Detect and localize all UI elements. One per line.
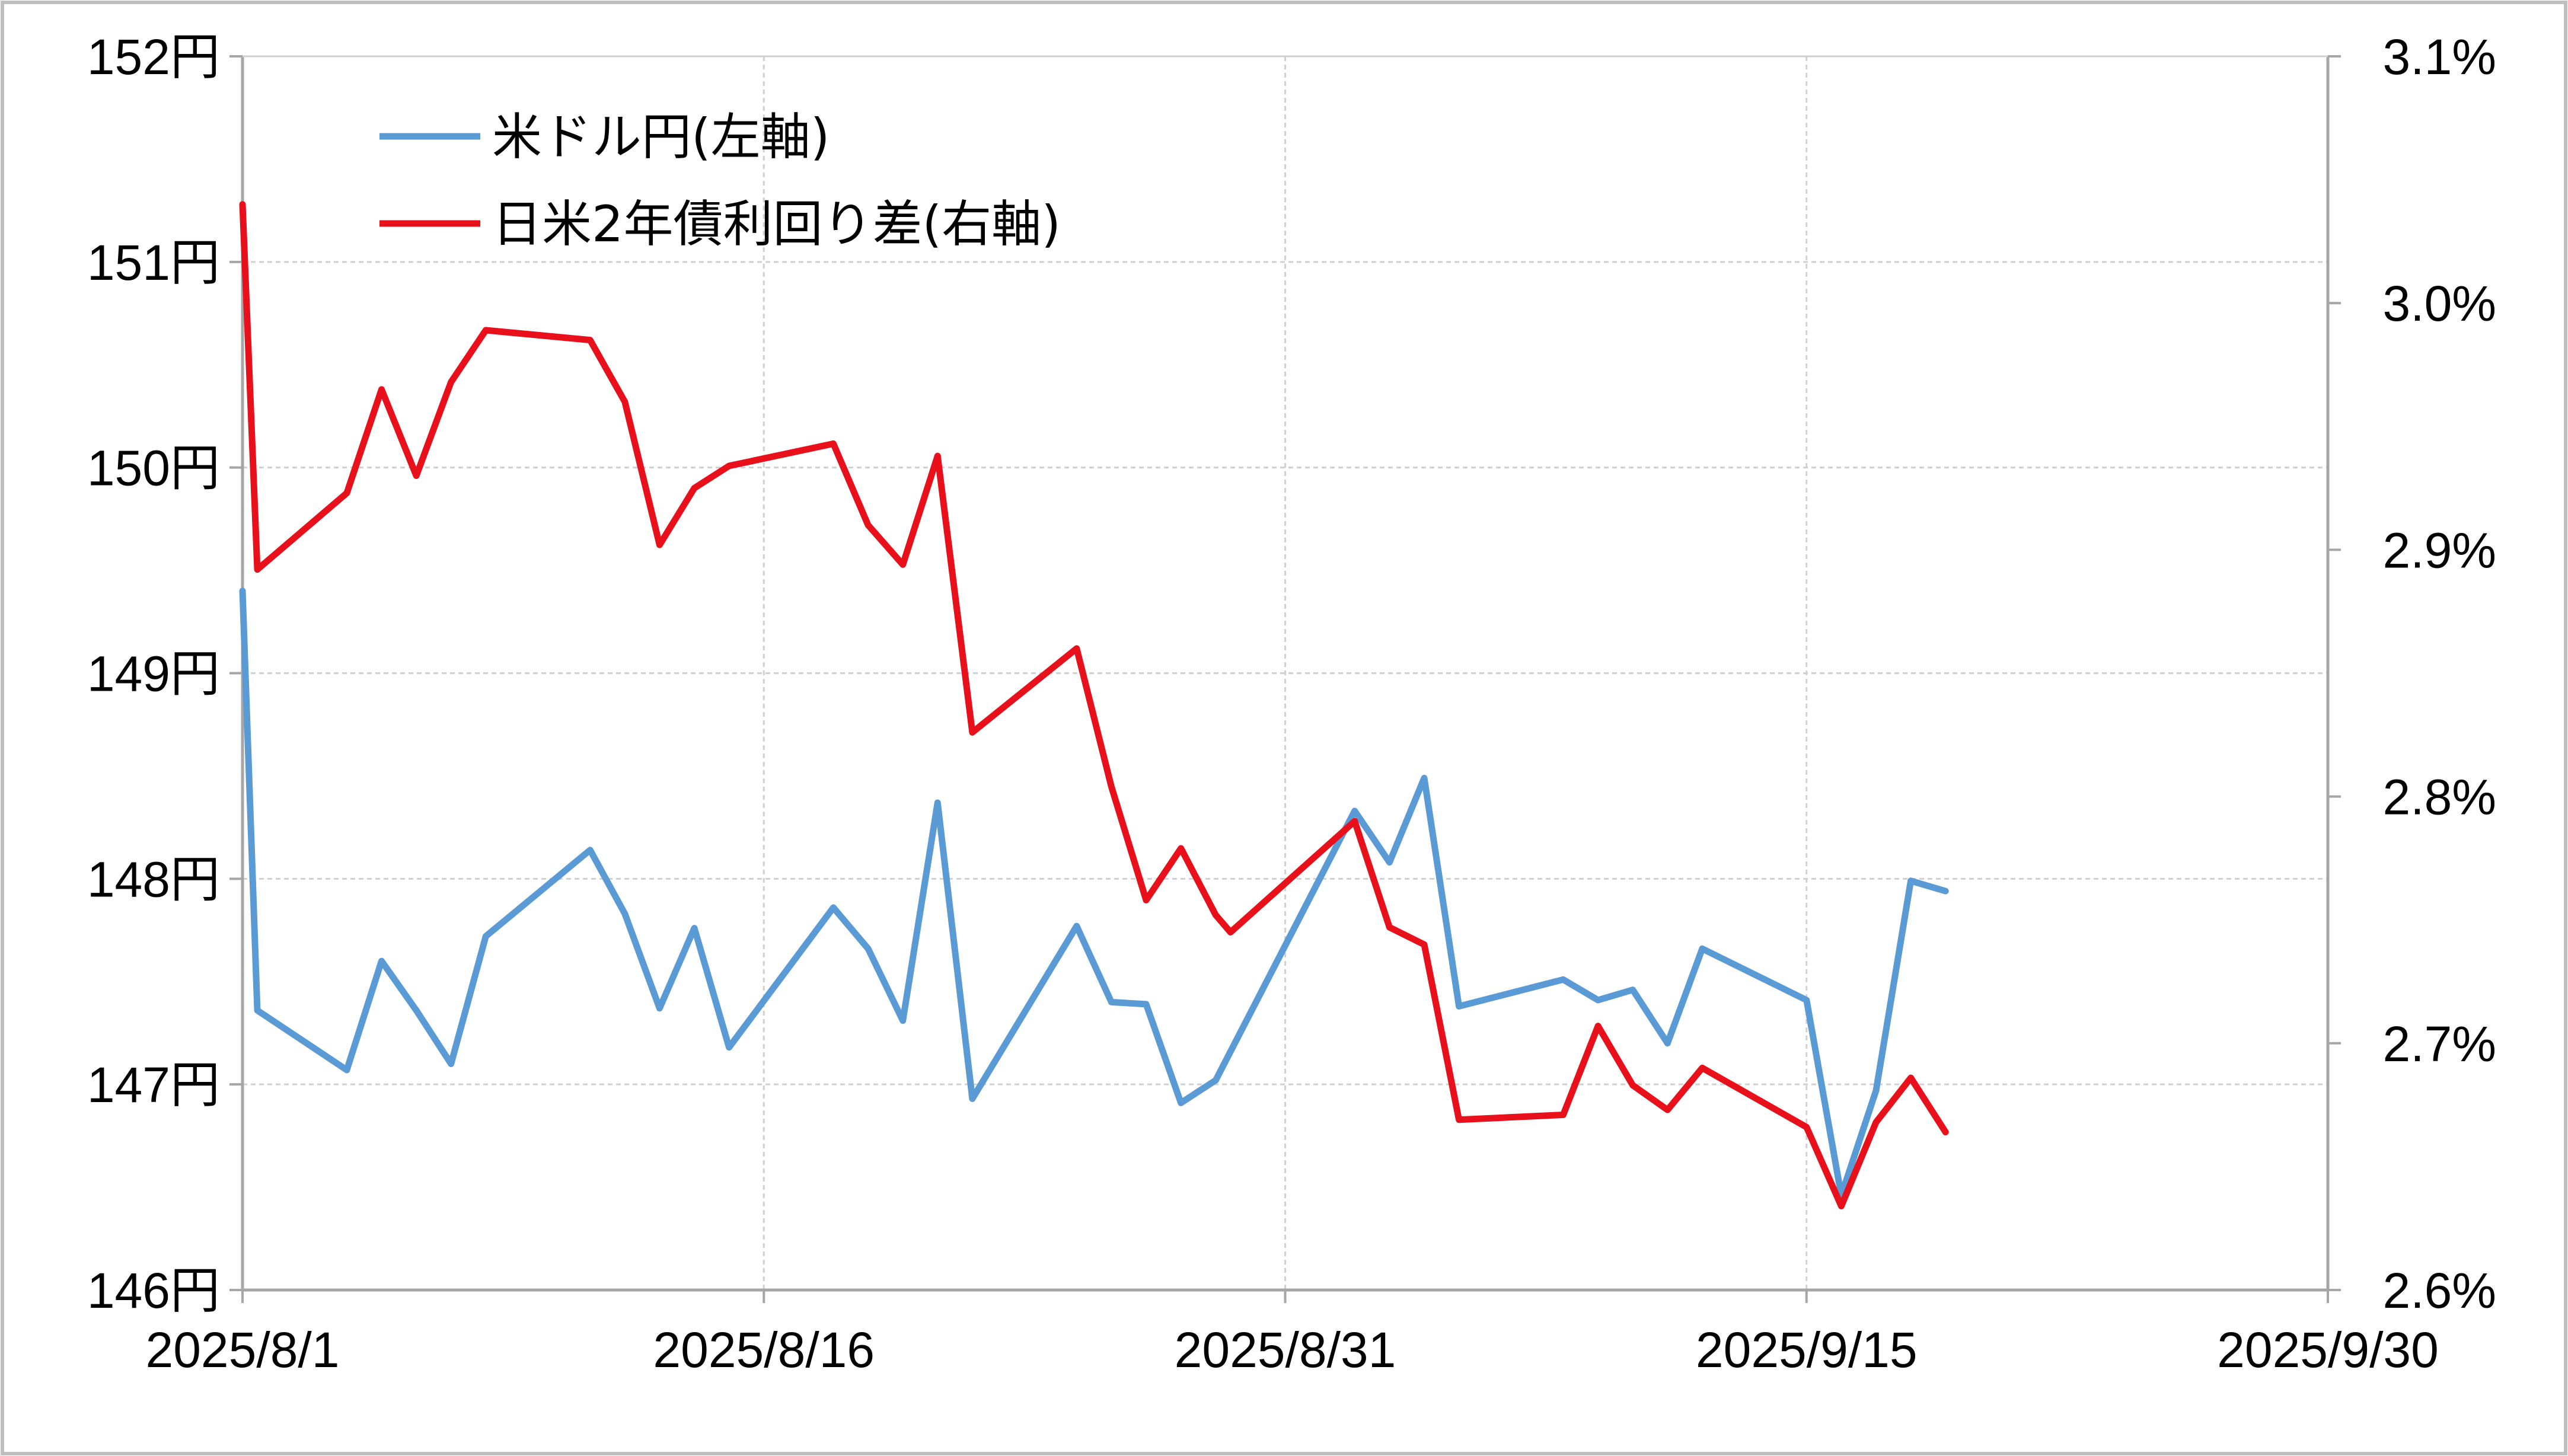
left-y-tick-label: 147円 xyxy=(87,1057,220,1113)
left-y-tick-label: 146円 xyxy=(87,1263,220,1318)
series-lines xyxy=(239,201,1949,1209)
right-y-tick-label: 3.0% xyxy=(2383,276,2496,331)
tick-labels: 146円 147円 148円 149円 150円 151円 152円 2.6% 2.7% 2.8%… xyxy=(87,29,2496,1378)
right-y-tick-label: 3.1% xyxy=(2383,29,2496,85)
left-y-tick-label: 148円 xyxy=(87,851,220,907)
x-tick-label: 2025/8/1 xyxy=(146,1322,340,1378)
right-y-tick-label: 2.6% xyxy=(2383,1263,2496,1318)
left-y-tick-label: 152円 xyxy=(87,29,220,85)
x-tick-label: 2025/8/16 xyxy=(653,1322,875,1378)
x-tick-label: 2025/8/31 xyxy=(1175,1322,1396,1378)
right-y-tick-label: 2.8% xyxy=(2383,769,2496,825)
legend-label: 日米2年債利回り差(右軸) xyxy=(492,195,1061,253)
right-y-tick-label: 2.7% xyxy=(2383,1016,2496,1072)
legend-label: 米ドル円(左軸) xyxy=(492,108,830,166)
x-tick-label: 2025/9/15 xyxy=(1696,1322,1918,1378)
usdjpy-line xyxy=(239,587,1949,1199)
left-y-tick-label: 151円 xyxy=(87,235,220,290)
left-y-tick-label: 150円 xyxy=(87,440,220,496)
legend: 米ドル円(左軸) 日米2年債利回り差(右軸) xyxy=(379,108,1061,253)
x-tick-label: 2025/9/30 xyxy=(2217,1322,2439,1378)
yield-spread-line xyxy=(239,201,1949,1209)
right-y-tick-label: 2.9% xyxy=(2383,522,2496,578)
left-y-tick-label: 149円 xyxy=(87,646,220,702)
